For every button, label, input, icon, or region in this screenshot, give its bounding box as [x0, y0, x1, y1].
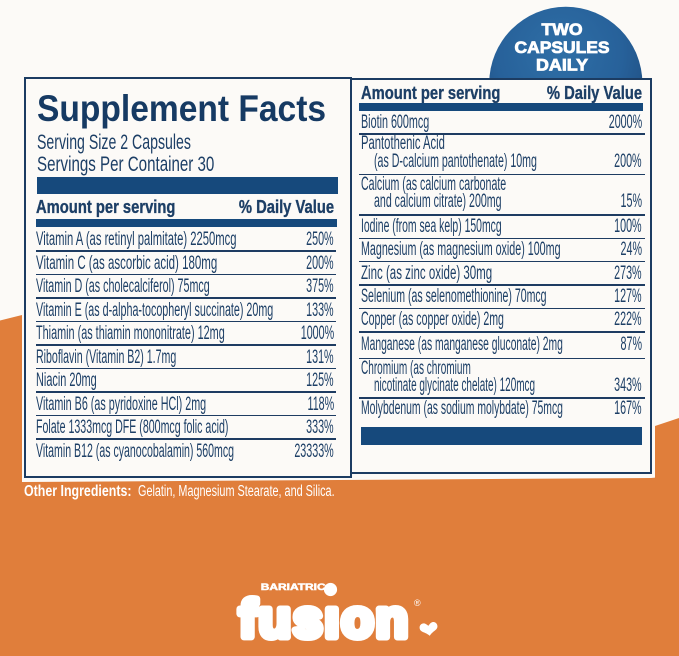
svg-text:DAILY: DAILY — [536, 55, 589, 74]
svg-text:CAPSULES: CAPSULES — [515, 38, 610, 57]
svg-text:fusıon: fusıon — [239, 590, 410, 649]
svg-text:®: ® — [414, 598, 421, 608]
svg-text:BARIATRIC: BARIATRIC — [261, 582, 326, 592]
svg-text:TWO: TWO — [542, 20, 583, 39]
